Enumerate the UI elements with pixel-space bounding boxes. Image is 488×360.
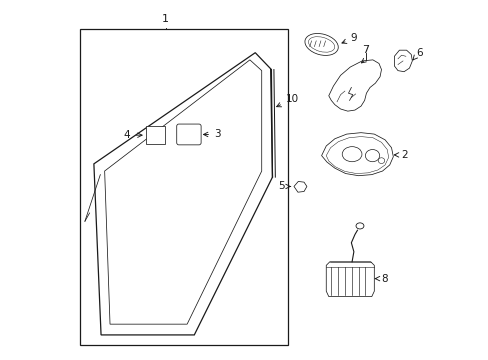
Text: 9: 9 (341, 33, 356, 44)
Ellipse shape (342, 147, 361, 162)
Polygon shape (145, 126, 165, 144)
Text: 4: 4 (123, 130, 142, 140)
Text: 7: 7 (362, 45, 368, 55)
Text: 6: 6 (412, 48, 422, 60)
Polygon shape (293, 181, 306, 192)
Text: 8: 8 (374, 274, 387, 284)
Polygon shape (328, 60, 381, 111)
Text: 1: 1 (162, 14, 169, 24)
Text: 5: 5 (278, 181, 290, 192)
Ellipse shape (305, 33, 338, 55)
Text: 10: 10 (276, 94, 298, 107)
Polygon shape (325, 262, 373, 297)
PathPatch shape (94, 53, 272, 335)
Ellipse shape (355, 223, 363, 229)
Polygon shape (394, 50, 411, 72)
Text: 3: 3 (203, 130, 220, 139)
FancyBboxPatch shape (176, 124, 201, 145)
Text: 2: 2 (393, 150, 407, 160)
Ellipse shape (378, 158, 384, 163)
Polygon shape (321, 133, 392, 176)
Ellipse shape (365, 149, 379, 162)
